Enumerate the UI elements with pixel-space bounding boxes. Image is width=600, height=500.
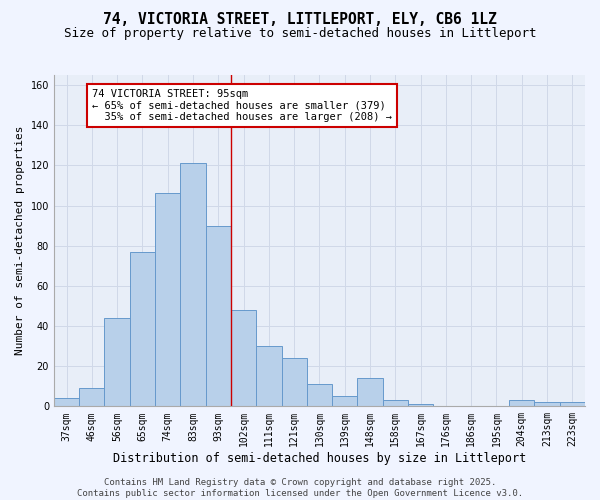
Bar xyxy=(181,164,206,406)
Text: Size of property relative to semi-detached houses in Littleport: Size of property relative to semi-detach… xyxy=(64,28,536,40)
Bar xyxy=(206,226,231,406)
Bar xyxy=(509,400,535,406)
Text: Contains HM Land Registry data © Crown copyright and database right 2025.
Contai: Contains HM Land Registry data © Crown c… xyxy=(77,478,523,498)
Bar xyxy=(281,358,307,406)
Bar xyxy=(307,384,332,406)
Bar xyxy=(383,400,408,406)
Bar xyxy=(535,402,560,406)
Bar xyxy=(560,402,585,406)
Bar xyxy=(358,378,383,406)
Bar xyxy=(408,404,433,406)
Text: 74 VICTORIA STREET: 95sqm
← 65% of semi-detached houses are smaller (379)
  35% : 74 VICTORIA STREET: 95sqm ← 65% of semi-… xyxy=(92,89,392,122)
Bar xyxy=(104,318,130,406)
Bar xyxy=(256,346,281,406)
Bar xyxy=(155,194,181,406)
Bar xyxy=(332,396,358,406)
Bar xyxy=(130,252,155,406)
Bar xyxy=(79,388,104,406)
Bar xyxy=(54,398,79,406)
X-axis label: Distribution of semi-detached houses by size in Littleport: Distribution of semi-detached houses by … xyxy=(113,452,526,465)
Y-axis label: Number of semi-detached properties: Number of semi-detached properties xyxy=(15,126,25,356)
Text: 74, VICTORIA STREET, LITTLEPORT, ELY, CB6 1LZ: 74, VICTORIA STREET, LITTLEPORT, ELY, CB… xyxy=(103,12,497,28)
Bar xyxy=(231,310,256,406)
